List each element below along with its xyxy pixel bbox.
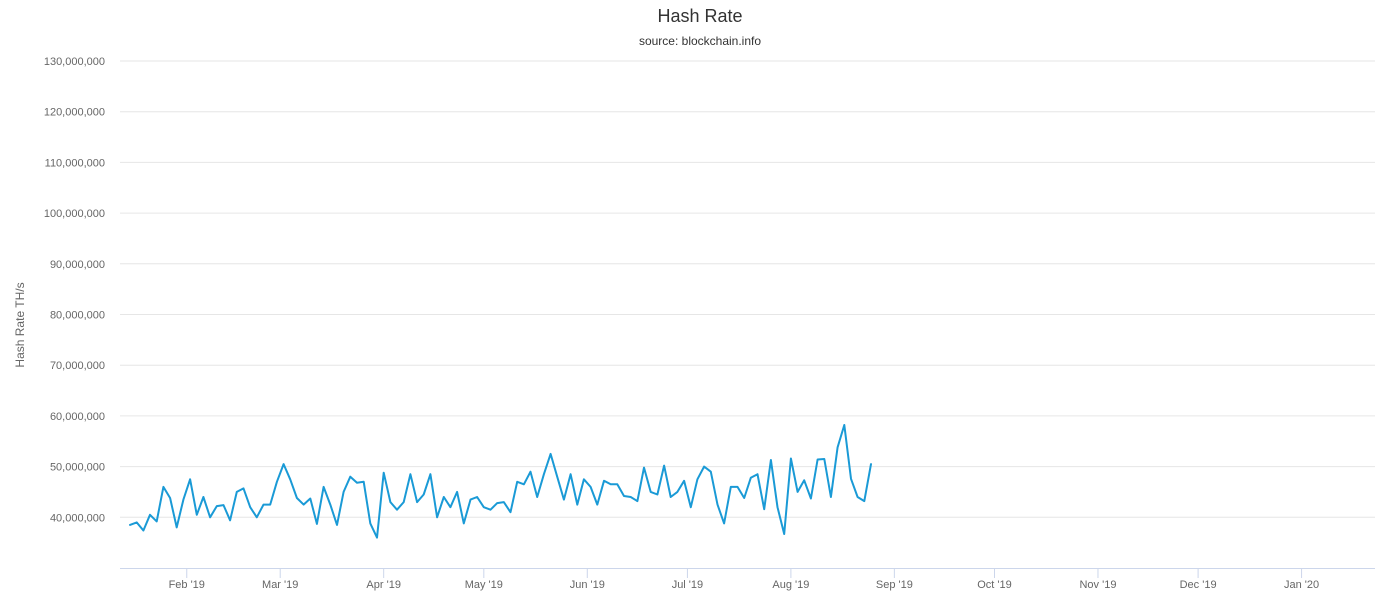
y-tick-label: 50,000,000 xyxy=(50,462,105,474)
y-tick-label: 120,000,000 xyxy=(44,107,105,119)
chart-title: Hash Rate xyxy=(657,6,743,26)
grid-lines xyxy=(120,60,1375,518)
y-tick-label: 110,000,000 xyxy=(45,157,105,169)
series-line xyxy=(129,424,872,539)
y-tick-label: 70,000,000 xyxy=(50,360,105,372)
x-tick-label: Sep '19 xyxy=(876,579,913,591)
x-tick-label: Feb '19 xyxy=(169,579,205,591)
y-tick-label: 40,000,000 xyxy=(50,512,105,524)
x-tick-label: Nov '19 xyxy=(1079,579,1116,591)
x-tick-label: Mar '19 xyxy=(262,579,298,591)
y-axis-label: Hash Rate TH/s xyxy=(13,282,27,367)
x-tick-label: Jan '20 xyxy=(1284,579,1319,591)
x-tick-label: Dec '19 xyxy=(1180,579,1217,591)
y-tick-label: 80,000,000 xyxy=(50,310,105,322)
chart-subtitle: source: blockchain.info xyxy=(638,34,762,48)
y-tick-label: 60,000,000 xyxy=(50,411,105,423)
x-tick-label: Apr '19 xyxy=(366,579,401,591)
x-tick-label: Jul '19 xyxy=(672,579,703,591)
x-tick-label: Aug '19 xyxy=(772,579,809,591)
x-tick-label: May '19 xyxy=(465,579,503,591)
x-tick-label: Jun '19 xyxy=(570,579,605,591)
x-tick-label: Oct '19 xyxy=(977,579,1012,591)
series-layer xyxy=(129,424,872,539)
y-tick-label: 100,000,000 xyxy=(44,208,105,220)
y-axis: 40,000,000 50,000,000 60,000,000 70,000,000… xyxy=(44,56,105,524)
y-tick-label: 90,000,000 xyxy=(50,259,105,271)
y-tick-label: 130,000,000 xyxy=(44,56,105,68)
x-axis-ticks: Feb '19 Mar '19 Apr '19 May '19 Jun '19 Jul '… xyxy=(169,568,1319,591)
